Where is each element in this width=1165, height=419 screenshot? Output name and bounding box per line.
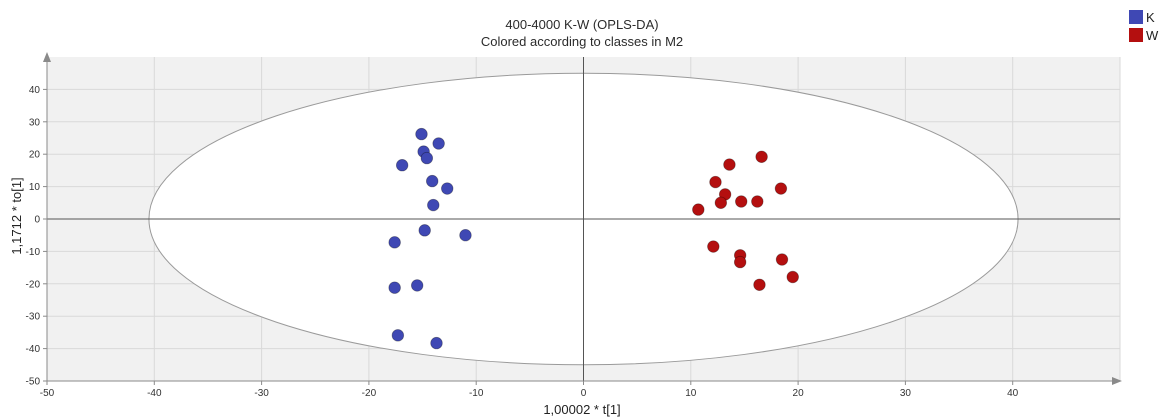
point-k[interactable] <box>430 336 443 350</box>
legend-label-w: W <box>1146 27 1159 43</box>
x-tick-label: -30 <box>254 388 269 399</box>
point-k[interactable] <box>427 198 440 212</box>
point-k[interactable] <box>388 281 401 294</box>
x-tick-label: 20 <box>793 388 805 399</box>
x-tick-label: 40 <box>1007 388 1019 399</box>
legend-label-k: K <box>1146 9 1155 25</box>
x-axis-arrow <box>1112 377 1122 385</box>
legend-item-w[interactable]: W <box>1129 26 1165 44</box>
y-tick-label: -40 <box>26 344 41 355</box>
y-tick-label: -30 <box>26 312 41 323</box>
y-tick-label: 30 <box>29 117 41 128</box>
y-tick-labels: -50 -40 -30 -20 -10 0 10 20 30 40 <box>26 85 41 388</box>
chart-title: 400-4000 K-W (OPLS-DA) <box>505 17 658 32</box>
point-k[interactable] <box>426 174 439 188</box>
point-w[interactable] <box>751 195 764 208</box>
x-tick-label: -50 <box>40 388 55 399</box>
x-axis-label: 1,00002 * t[1] <box>543 402 620 417</box>
point-k[interactable] <box>418 224 431 237</box>
point-k[interactable] <box>391 329 405 342</box>
point-k[interactable] <box>441 182 454 195</box>
x-tick-label: 10 <box>685 388 697 399</box>
point-w[interactable] <box>774 182 788 195</box>
y-tick-label: -50 <box>26 377 41 388</box>
x-tick-labels: -50 -40 -30 -20 -10 0 10 20 30 40 <box>40 388 1019 399</box>
legend: K W <box>1129 8 1165 44</box>
x-tick-label: 0 <box>581 388 587 399</box>
point-w[interactable] <box>786 270 799 284</box>
y-axis-label: 1,1712 * to[1] <box>9 177 24 254</box>
data-points <box>388 127 799 350</box>
legend-swatch-w <box>1129 28 1143 42</box>
point-k[interactable] <box>459 228 472 242</box>
point-k[interactable] <box>410 279 424 292</box>
point-w[interactable] <box>707 240 720 253</box>
y-tick-label: 20 <box>29 150 41 161</box>
chart-subtitle: Colored according to classes in M2 <box>481 34 683 49</box>
point-w[interactable] <box>755 150 768 163</box>
x-tick-label: 30 <box>900 388 912 399</box>
y-tick-label: -10 <box>26 247 41 258</box>
point-w[interactable] <box>775 253 789 266</box>
point-w[interactable] <box>723 158 736 171</box>
point-k[interactable] <box>420 151 434 165</box>
point-w[interactable] <box>714 196 728 210</box>
point-w[interactable] <box>709 175 722 189</box>
y-axis-arrow <box>43 52 51 62</box>
point-k[interactable] <box>395 159 409 172</box>
x-tick-label: -40 <box>147 388 162 399</box>
point-w[interactable] <box>692 203 705 216</box>
point-w[interactable] <box>753 278 766 291</box>
y-tick-label: 0 <box>34 215 40 226</box>
legend-swatch-k <box>1129 10 1143 24</box>
y-tick-label: -20 <box>26 279 41 290</box>
point-k[interactable] <box>415 127 428 141</box>
x-tick-label: -20 <box>362 388 377 399</box>
point-k[interactable] <box>388 236 401 249</box>
y-tick-label: 40 <box>29 85 41 96</box>
point-k[interactable] <box>432 137 445 150</box>
point-w[interactable] <box>735 195 748 208</box>
legend-item-k[interactable]: K <box>1129 8 1165 26</box>
y-tick-label: 10 <box>29 182 41 193</box>
point-w[interactable] <box>733 255 747 269</box>
x-tick-label: -10 <box>469 388 484 399</box>
axes <box>43 52 1122 385</box>
